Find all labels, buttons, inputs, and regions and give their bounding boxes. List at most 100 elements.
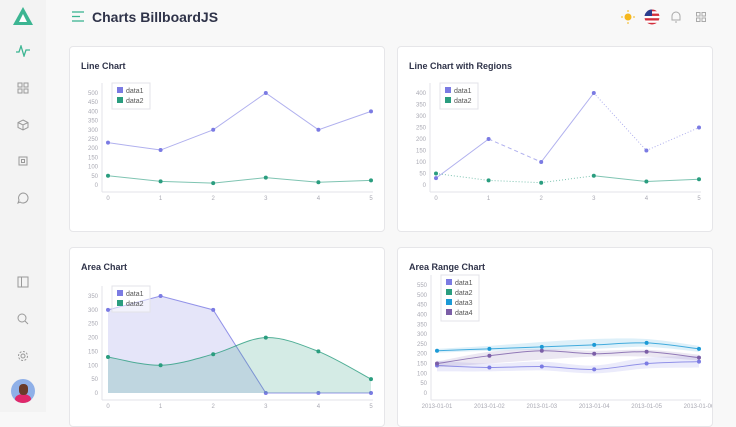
line-segment-data1 <box>488 138 542 163</box>
settings-icon[interactable] <box>14 347 32 365</box>
y-tick-label: 0 <box>95 391 99 397</box>
point-data1 <box>434 176 438 181</box>
legend-swatch-data1 <box>445 87 451 93</box>
legend-label: data1 <box>126 291 144 298</box>
line-segment-data1 <box>435 138 489 179</box>
point-data1 <box>158 294 163 298</box>
legend-swatch-data2 <box>445 97 451 103</box>
x-tick-label: 0 <box>434 196 438 202</box>
y-tick-label: 350 <box>417 322 428 328</box>
sun-icon[interactable] <box>621 10 635 24</box>
menu-icon[interactable] <box>72 11 84 22</box>
y-tick-label: 100 <box>88 165 99 171</box>
x-tick-label: 1 <box>159 196 163 202</box>
point-data1 <box>592 367 597 372</box>
card-title: Line Chart <box>81 61 126 71</box>
chat-icon[interactable] <box>14 189 32 207</box>
area-chart: 0 50 100 150 200 250 300 350 0 1 2 3 4 5 data1 data2 <box>88 285 373 410</box>
header: Charts BillboardJS <box>46 0 736 36</box>
x-tick-label: 3 <box>264 404 268 410</box>
legend-label: data2 <box>126 98 144 105</box>
line-data2 <box>107 175 372 184</box>
point-data2 <box>106 173 110 178</box>
y-tick-label: 200 <box>88 336 99 342</box>
avatar[interactable] <box>11 379 35 403</box>
search-icon[interactable] <box>14 310 32 328</box>
x-tick-label: 3 <box>592 196 596 202</box>
point-data1 <box>211 127 216 132</box>
line-segment-data2 <box>435 173 489 181</box>
line-segment-data2 <box>593 175 647 183</box>
activity-icon[interactable] <box>14 42 32 60</box>
point-data2 <box>106 354 110 359</box>
y-tick-label: 50 <box>419 172 426 178</box>
point-data1 <box>697 125 701 130</box>
y-tick-label: 450 <box>88 100 99 106</box>
legend-swatch-data1 <box>117 87 123 93</box>
y-tick-label: 200 <box>417 352 428 358</box>
area-chart-card: Area Chart 0 50 100 150 200 250 300 350 0 1 2 3 4 5 da… <box>69 247 385 427</box>
line-data1 <box>107 295 371 394</box>
line-regions-chart: 0 50 100 150 200 250 300 350 400 0 1 2 3 4 5 data1 data2 <box>416 82 701 202</box>
point-data2 <box>158 363 163 368</box>
x-tick-label: 2013-01-02 <box>474 404 505 410</box>
line-regions-chart-card: Line Chart with Regions 0 50 100 150 200 250 3… <box>397 46 713 232</box>
legend-swatch-data1 <box>446 279 452 285</box>
y-tick-label: 300 <box>416 114 427 120</box>
point-data2 <box>369 178 373 183</box>
legend-label: data3 <box>455 300 473 307</box>
y-tick-label: 0 <box>424 391 428 397</box>
point-data1 <box>263 391 268 395</box>
point-data1 <box>539 364 544 369</box>
x-tick-label: 2013-01-05 <box>631 404 662 410</box>
grid-icon[interactable] <box>14 79 32 97</box>
sidebar-panel-icon[interactable] <box>14 273 32 291</box>
x-tick-label: 0 <box>106 404 110 410</box>
point-data4 <box>487 353 492 358</box>
point-data1 <box>539 160 544 164</box>
point-data1 <box>106 140 110 145</box>
point-data2 <box>369 377 373 382</box>
point-data2 <box>486 178 491 183</box>
point-data2 <box>316 180 321 185</box>
point-data1 <box>369 109 373 114</box>
y-tick-label: 400 <box>416 91 427 97</box>
legend-label: data1 <box>126 88 144 95</box>
legend-swatch-data2 <box>117 97 123 103</box>
line-chart: 0 50 100 150 200 250 300 350 400 450 500 0 1 2 3 4 5 data… <box>88 82 373 202</box>
point-data3 <box>435 348 439 353</box>
y-tick-label: 50 <box>91 174 98 180</box>
y-tick-label: 500 <box>88 91 99 97</box>
y-tick-label: 250 <box>416 126 427 132</box>
line-data1 <box>436 361 700 370</box>
apps-grid-icon[interactable] <box>696 12 706 22</box>
us-flag-icon[interactable] <box>644 9 660 25</box>
chip-icon[interactable] <box>14 152 32 170</box>
y-tick-label: 350 <box>416 103 427 109</box>
range-area-data4 <box>437 348 699 368</box>
line-segment-data1 <box>540 92 595 163</box>
card-title: Area Range Chart <box>409 262 486 272</box>
point-data1 <box>211 307 216 312</box>
x-tick-label: 4 <box>317 196 321 202</box>
area-fill-data2 <box>108 337 371 393</box>
x-tick-label: 3 <box>264 196 268 202</box>
page-title: Charts BillboardJS <box>92 9 219 25</box>
point-data2 <box>211 352 216 357</box>
legend-label: data2 <box>455 290 473 297</box>
legend-swatch-data3 <box>446 299 452 305</box>
x-tick-label: 2013-01-04 <box>579 404 610 410</box>
bell-icon[interactable] <box>670 10 682 24</box>
y-tick-label: 150 <box>417 362 428 368</box>
y-tick-label: 100 <box>88 363 99 369</box>
y-tick-label: 0 <box>95 183 99 189</box>
legend-swatch-data1 <box>117 290 123 296</box>
line-data4 <box>436 350 700 365</box>
y-tick-label: 200 <box>416 137 427 143</box>
cube-icon[interactable] <box>14 116 32 134</box>
y-tick-label: 350 <box>88 119 99 125</box>
point-data2 <box>539 180 544 185</box>
point-data1 <box>158 148 163 153</box>
brand-logo[interactable] <box>13 7 33 25</box>
point-data3 <box>697 346 701 351</box>
